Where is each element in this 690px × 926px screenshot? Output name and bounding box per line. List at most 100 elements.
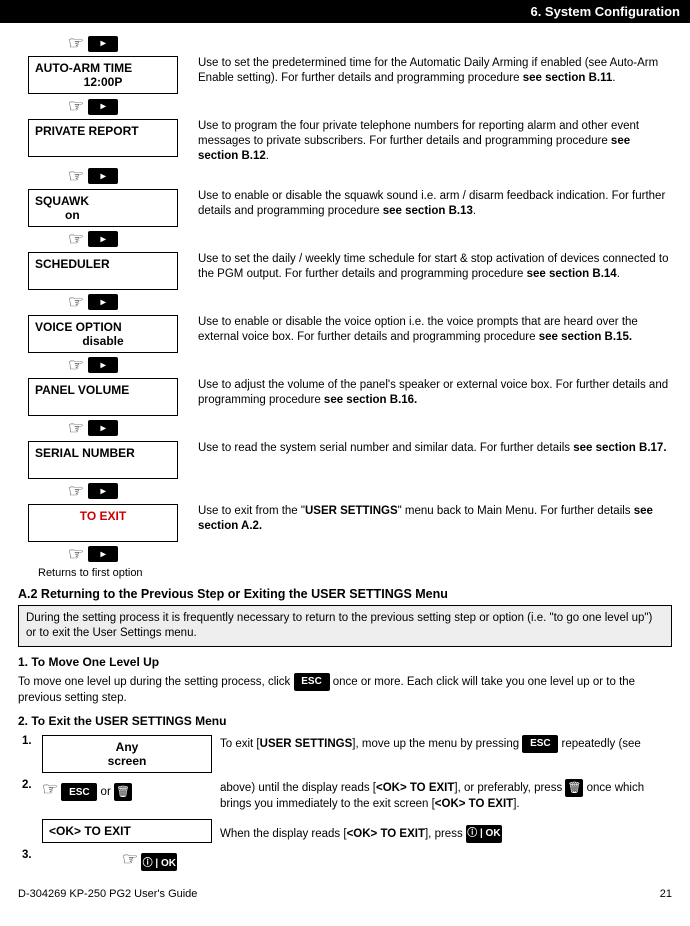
hand-next-row: ☞▸	[68, 418, 672, 439]
step-2-num: 2.	[18, 776, 38, 816]
s3a: When the display reads [	[220, 828, 347, 840]
page-body: ☞▸AUTO-ARM TIME12:00PUse to set the pred…	[0, 23, 690, 908]
hand-next-row: ☞▸	[68, 292, 672, 313]
step-1-num: 1.	[18, 732, 38, 776]
pointing-hand-icon: ☞	[68, 292, 84, 313]
hand-next-row: ☞▸	[68, 355, 672, 376]
menu-desc: Use to read the system serial number and…	[188, 441, 672, 479]
lcd-line1: SERIAL NUMBER	[35, 446, 171, 460]
lcd-line2	[35, 271, 171, 285]
trash-icon: 🗑	[114, 783, 132, 801]
step-3-num: 3.	[18, 846, 38, 874]
hand-next-row: ☞▸	[68, 96, 672, 117]
next-key-icon: ▸	[88, 231, 118, 247]
lcd-box: AUTO-ARM TIME12:00P	[28, 56, 178, 94]
s3b: <OK> TO EXIT	[347, 828, 425, 840]
pointing-hand-icon: ☞	[42, 779, 58, 799]
page-footer: D-304269 KP-250 PG2 User's Guide 21	[18, 888, 672, 900]
esc-key-icon: ESC	[294, 673, 330, 691]
menu-desc: Use to set the daily / weekly time sched…	[188, 252, 672, 290]
pointing-hand-icon: ☞	[68, 544, 84, 565]
next-key-icon: ▸	[88, 294, 118, 310]
lcd-box: SCHEDULER	[28, 252, 178, 290]
lcd-box: SERIAL NUMBER	[28, 441, 178, 479]
footer-page: 21	[660, 888, 672, 900]
lcd-line2	[35, 397, 171, 411]
menu-desc: Use to adjust the volume of the panel's …	[188, 378, 672, 416]
menu-desc: Use to set the predetermined time for th…	[188, 56, 672, 94]
ok-key-icon: ⓘ | OK	[466, 825, 502, 843]
menu-row: VOICE OPTIONdisable Use to enable or disa…	[18, 315, 672, 353]
menu-desc: Use to enable or disable the voice optio…	[188, 315, 672, 353]
menu-row: PANEL VOLUME Use to adjust the volume of …	[18, 378, 672, 416]
hand-next-row: ☞▸	[68, 33, 672, 54]
menu-desc: Use to exit from the "USER SETTINGS" men…	[188, 504, 672, 542]
lcd-line2: on	[35, 208, 171, 222]
s1a: To exit [	[220, 738, 260, 750]
lcd-line2	[35, 138, 171, 152]
next-key-icon: ▸	[88, 546, 118, 562]
next-key-icon: ▸	[88, 357, 118, 373]
lcd-line1: SQUAWK	[35, 194, 171, 208]
exit-steps-table: 1. Anyscreen To exit [USER SETTINGS], mo…	[18, 732, 672, 873]
ok-to-exit-box: <OK> TO EXIT	[42, 819, 212, 843]
menu-row: AUTO-ARM TIME12:00P Use to set the predet…	[18, 56, 672, 94]
s2a: above) until the display reads [	[220, 782, 376, 794]
s1b: USER SETTINGS	[260, 738, 353, 750]
chapter-header: 6. System Configuration	[0, 0, 690, 23]
pointing-hand-icon: ☞	[68, 33, 84, 54]
lcd-line2: 12:00P	[35, 75, 171, 89]
s2b: <OK> TO EXIT	[376, 782, 454, 794]
lcd-line1: TO EXIT	[35, 509, 171, 523]
menu-desc: Use to enable or disable the squawk soun…	[188, 189, 672, 227]
pointing-hand-icon: ☞	[122, 849, 138, 869]
pointing-hand-icon: ☞	[68, 481, 84, 502]
menu-row: PRIVATE REPORT Use to program the four pr…	[18, 119, 672, 164]
s1c: ], move up the menu by pressing	[352, 738, 522, 750]
lcd-line2	[35, 523, 171, 537]
hand-next-row: ☞▸	[68, 481, 672, 502]
lcd-line2	[35, 460, 171, 474]
lcd-line2: disable	[35, 334, 171, 348]
sub1-para: To move one level up during the setting …	[18, 673, 672, 707]
pointing-hand-icon: ☞	[68, 418, 84, 439]
next-key-icon: ▸	[88, 99, 118, 115]
s3c: ], press	[425, 828, 466, 840]
hand-returns: ☞ ▸	[68, 544, 672, 565]
returns-caption: Returns to first option	[38, 567, 672, 579]
pointing-hand-icon: ☞	[68, 229, 84, 250]
next-key-icon: ▸	[88, 420, 118, 436]
menu-row: SERIAL NUMBER Use to read the system seri…	[18, 441, 672, 479]
lcd-box: PANEL VOLUME	[28, 378, 178, 416]
or-text: or	[101, 786, 111, 798]
lcd-line1: AUTO-ARM TIME	[35, 61, 171, 75]
s2e: <OK> TO EXIT	[435, 798, 513, 810]
sub1-title: 1. To Move One Level Up	[18, 655, 672, 669]
trash-icon: 🗑	[565, 779, 583, 797]
lcd-line1: PRIVATE REPORT	[35, 124, 171, 138]
menu-desc: Use to program the four private telephon…	[188, 119, 672, 164]
lcd-box: TO EXIT	[28, 504, 178, 542]
section-a2-note: During the setting process it is frequen…	[18, 605, 672, 647]
lcd-line1: PANEL VOLUME	[35, 383, 171, 397]
next-key-icon: ▸	[88, 36, 118, 52]
lcd-box: PRIVATE REPORT	[28, 119, 178, 157]
p1a-text: To move one level up during the setting …	[18, 676, 294, 688]
footer-doc: D-304269 KP-250 PG2 User's Guide	[18, 888, 197, 900]
s2c: ], or preferably, press	[454, 782, 565, 794]
hand-next-row: ☞▸	[68, 166, 672, 187]
section-a2-title: A.2 Returning to the Previous Step or Ex…	[18, 587, 672, 601]
ok-key-icon: ⓘ | OK	[141, 853, 177, 871]
lcd-line1: SCHEDULER	[35, 257, 171, 271]
esc-key-icon: ESC	[61, 783, 97, 801]
lcd-line1: VOICE OPTION	[35, 320, 171, 334]
menu-row: TO EXIT Use to exit from the "USER SETTIN…	[18, 504, 672, 542]
hand-next-row: ☞▸	[68, 229, 672, 250]
menu-row: SCHEDULER Use to set the daily / weekly t…	[18, 252, 672, 290]
next-key-icon: ▸	[88, 483, 118, 499]
pointing-hand-icon: ☞	[68, 96, 84, 117]
esc-key-icon: ESC	[522, 735, 558, 753]
sub2-title: 2. To Exit the USER SETTINGS Menu	[18, 714, 672, 728]
s2f: ].	[513, 798, 519, 810]
lcd-box: SQUAWKon	[28, 189, 178, 227]
